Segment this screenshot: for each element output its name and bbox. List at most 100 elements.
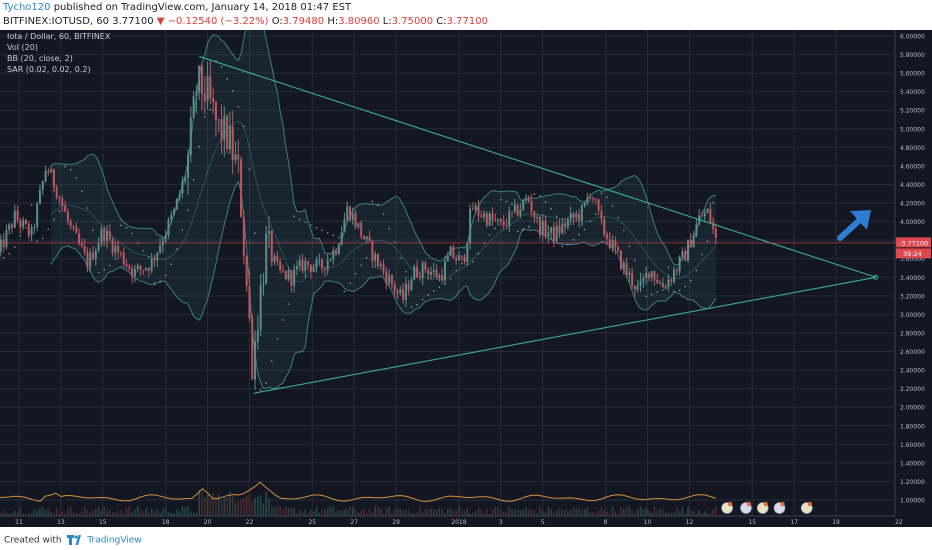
candle-body	[167, 219, 170, 235]
sar-dot	[555, 215, 558, 218]
volume-bar	[2, 509, 5, 516]
volume-bar	[217, 494, 220, 516]
legend-sar[interactable]: SAR (0.02, 0.02, 0.2)	[7, 65, 91, 74]
volume-bar	[103, 506, 105, 516]
candle-body	[608, 238, 611, 249]
candle-body	[703, 212, 706, 217]
volume-bar	[402, 511, 404, 516]
volume-bar	[575, 509, 578, 516]
sar-dot	[662, 289, 664, 291]
event-marker-icon	[773, 501, 786, 514]
volume-bar	[441, 508, 443, 516]
candle-body	[240, 159, 243, 217]
candle-body	[301, 259, 304, 272]
volume-bar	[120, 510, 122, 516]
candle-body	[712, 222, 715, 230]
volume-bar	[698, 509, 700, 516]
legend-vol[interactable]: Vol (20)	[7, 43, 38, 52]
candle-body	[689, 240, 692, 248]
candle-body	[524, 198, 527, 201]
candle-body	[108, 231, 111, 240]
low-label: L:	[382, 16, 392, 27]
volume-bar	[631, 510, 633, 516]
tradingview-logo-icon[interactable]	[67, 535, 82, 545]
candle-body	[700, 215, 703, 217]
sar-dot	[684, 285, 687, 288]
volume-bar	[480, 510, 483, 516]
legend-title[interactable]: Iota / Dollar, 60, BITFINEX	[7, 32, 111, 41]
candle-body	[402, 289, 405, 300]
candle-body	[362, 236, 365, 240]
event-marker-dot	[807, 501, 812, 507]
volume-bar	[108, 509, 111, 516]
candle-body	[64, 205, 67, 212]
volume-bar	[159, 512, 161, 516]
volume-bar	[603, 509, 606, 516]
sar-dot	[270, 360, 273, 362]
legend-bb[interactable]: BB (20, close, 2)	[7, 54, 73, 63]
y-tick-label: 4.20000	[900, 201, 925, 208]
sar-dot	[19, 235, 22, 237]
ohlc-line: BITFINEX:IOTUSD, 60 3.77100 ▼ −0.12540 (…	[3, 16, 488, 27]
volume-bar	[446, 508, 449, 516]
x-tick-label: 5	[541, 519, 545, 526]
candle-body	[13, 210, 16, 228]
candle-body	[605, 234, 608, 239]
volume-bar	[508, 507, 511, 516]
volume-bar	[86, 510, 89, 516]
volume-bar	[427, 509, 430, 516]
candle-body	[200, 65, 203, 94]
price-chart[interactable]: 6.00000 5.80000 5.60000 5.40000 5.20000 5.000…	[0, 30, 932, 527]
sar-dot	[142, 249, 145, 252]
candle-body	[653, 271, 656, 280]
volume-bar	[583, 509, 586, 516]
volume-bar	[212, 492, 214, 516]
last-price-tag-text: -3.77100	[899, 239, 928, 247]
candle-body	[326, 260, 329, 271]
x-tick-label: 18	[162, 519, 170, 526]
volume-bar	[254, 497, 256, 516]
sar-dot	[30, 204, 33, 206]
candle-body	[178, 193, 181, 199]
volume-bar	[569, 509, 572, 516]
candle-body	[295, 266, 298, 270]
sar-dot	[25, 227, 27, 229]
sar-dot	[511, 203, 513, 206]
volume-bar	[636, 509, 639, 516]
candle-body	[131, 268, 134, 277]
sar-dot	[131, 232, 133, 235]
author-link[interactable]: Tycho120	[3, 2, 51, 13]
candle-body	[150, 258, 153, 271]
sar-dot	[148, 256, 150, 258]
candle-body	[248, 286, 251, 319]
volume-bar	[298, 509, 301, 516]
sar-dot	[673, 290, 675, 293]
volume-bar	[312, 511, 315, 516]
price-axis-bg	[895, 30, 932, 516]
volume-bar	[187, 506, 189, 516]
sar-dot	[159, 280, 161, 283]
x-tick-label: 25	[308, 519, 316, 526]
candle-body	[349, 206, 352, 220]
volume-bar	[642, 509, 645, 516]
candle-body	[684, 251, 687, 261]
y-tick-label: 2.60000	[900, 349, 925, 356]
candle-body	[16, 210, 19, 221]
candle-body	[424, 262, 427, 271]
volume-bar	[234, 502, 237, 516]
volume-bar	[416, 512, 418, 516]
sar-dot	[494, 227, 497, 230]
tradingview-brand[interactable]: TradingView	[87, 535, 142, 546]
volume-bar	[547, 506, 550, 516]
sar-dot	[701, 253, 703, 256]
candle-body	[340, 232, 343, 245]
volume-bar	[653, 507, 656, 516]
volume-bar	[673, 512, 675, 516]
sar-dot	[276, 338, 279, 340]
volume-bar	[567, 511, 569, 516]
volume-bar	[156, 508, 159, 516]
chart-area[interactable]: 6.00000 5.80000 5.60000 5.40000 5.20000 5.000…	[0, 30, 932, 527]
volume-bar	[553, 512, 555, 516]
candle-body	[117, 245, 120, 253]
y-tick-label: 4.40000	[900, 182, 925, 189]
